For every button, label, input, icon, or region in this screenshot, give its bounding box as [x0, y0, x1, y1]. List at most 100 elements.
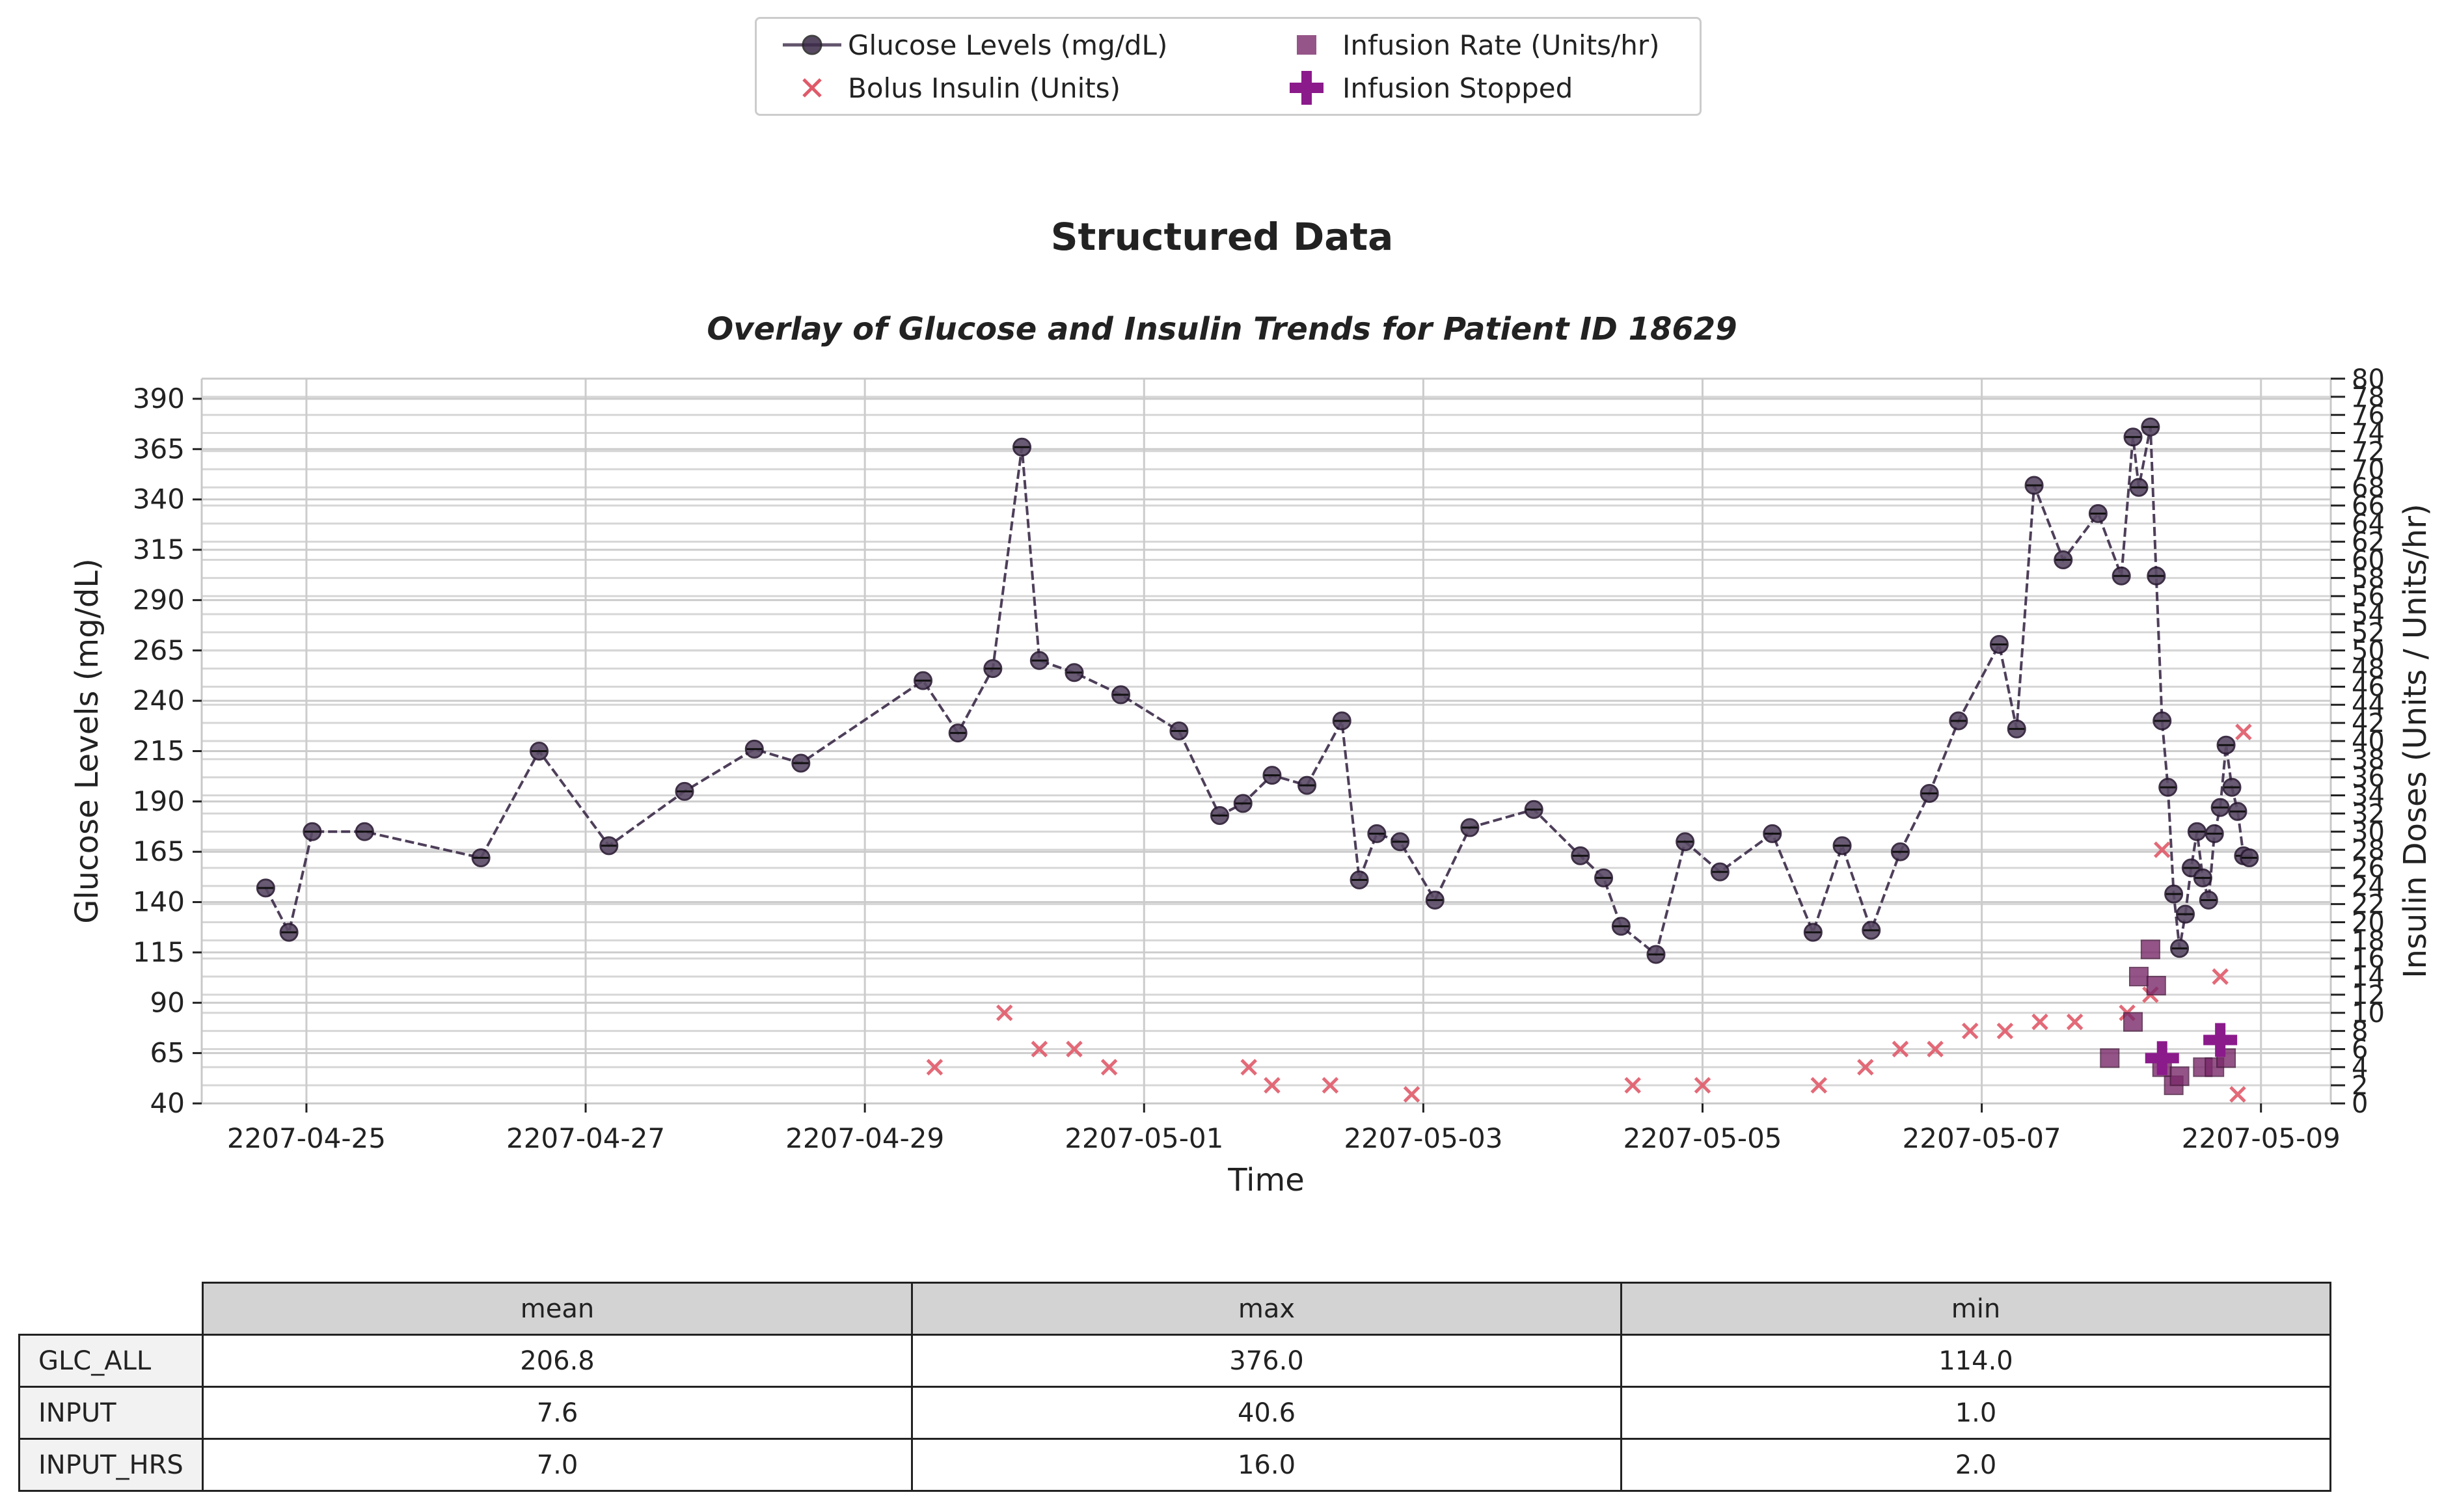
plus-marker-icon	[1271, 68, 1342, 107]
y2-tick-label: 14	[2352, 962, 2385, 992]
infusion-rate-point	[2128, 967, 2149, 987]
legend-label: Bolus Insulin (Units)	[848, 72, 1120, 104]
y2-tick-label: 50	[2352, 636, 2385, 666]
y2-tick-label: 32	[2352, 799, 2385, 829]
legend-item-infusion-stopped: Infusion Stopped	[1271, 68, 1573, 107]
y2-tick-label: 66	[2352, 491, 2385, 521]
x-tick-label: 2207-04-29	[785, 1122, 944, 1154]
series-layer	[256, 417, 2259, 1103]
bolus-point	[1892, 1040, 1909, 1058]
line-circle-icon	[776, 25, 848, 64]
y2-tick-label: 76	[2352, 401, 2385, 431]
y-tick-label: 265	[133, 634, 185, 666]
y2-tick-label: 46	[2352, 672, 2385, 702]
bolus-point	[1927, 1040, 1944, 1058]
x-tick-label: 2207-04-27	[506, 1122, 665, 1154]
column-header: max	[911, 1282, 1622, 1336]
table-cell: 114.0	[1620, 1334, 2331, 1388]
chart-plot: 4065901151401651902152402652903153403653…	[69, 364, 2434, 1198]
bolus-point	[1810, 1077, 1828, 1094]
y2-tick-label: 12	[2352, 980, 2385, 1010]
y2-tick-label: 24	[2352, 872, 2385, 902]
y2-tick-label: 48	[2352, 655, 2385, 684]
bolus-point	[1066, 1040, 1083, 1058]
chart-title: Overlay of Glucose and Insulin Trends fo…	[707, 311, 1737, 347]
row-label: INPUT	[18, 1386, 204, 1440]
infusion-rate-point	[2100, 1048, 2120, 1068]
y-tick-label: 165	[133, 835, 185, 867]
bolus-point	[2235, 723, 2252, 740]
y2-tick-label: 30	[2352, 817, 2385, 847]
x-tick-label: 2207-05-03	[1344, 1122, 1502, 1154]
y-tick-label: 115	[133, 936, 185, 968]
chart-legend: Glucose Levels (mg/dL) Infusion Rate (Un…	[755, 17, 1702, 116]
stats-table: mean max min GLC_ALL 206.8 376.0 114.0 I…	[18, 1282, 2331, 1492]
y-tick-label: 40	[150, 1087, 185, 1119]
table-row: GLC_ALL 206.8 376.0 114.0	[18, 1334, 2331, 1388]
bolus-point	[1322, 1077, 1339, 1094]
y2-tick-label: 72	[2352, 437, 2385, 466]
infusion-stopped-point	[2145, 1041, 2179, 1075]
y2-tick-label: 34	[2352, 781, 2385, 811]
y-tick-label: 190	[133, 785, 185, 817]
infusion-rate-point	[2169, 1066, 2190, 1087]
y2-tick-label: 64	[2352, 509, 2385, 539]
column-header: mean	[202, 1282, 913, 1336]
bolus-point	[2153, 841, 2171, 858]
y2-tick-label: 74	[2352, 419, 2385, 449]
legend-label: Infusion Stopped	[1342, 72, 1573, 104]
y2-tick-label: 16	[2352, 944, 2385, 974]
y2-tick-label: 22	[2352, 890, 2385, 920]
table-header-row: mean max min	[20, 1282, 2331, 1336]
bolus-point	[1857, 1059, 1874, 1076]
y-tick-label: 365	[133, 433, 185, 465]
y2-tick-label: 28	[2352, 835, 2385, 865]
table-cell: 2.0	[1620, 1438, 2331, 1492]
table-cell: 206.8	[202, 1334, 913, 1388]
bolus-point	[1694, 1077, 1711, 1094]
bolus-point	[1403, 1086, 1420, 1103]
row-label: GLC_ALL	[18, 1334, 204, 1388]
table-cell: 7.0	[202, 1438, 913, 1492]
bolus-point	[1240, 1059, 1257, 1076]
y2-tick-label: 54	[2352, 600, 2385, 630]
legend-label: Glucose Levels (mg/dL)	[848, 29, 1168, 61]
y2-tick-label: 38	[2352, 745, 2385, 775]
y2-tick-label: 40	[2352, 727, 2385, 757]
y-tick-label: 290	[133, 584, 185, 615]
bolus-point	[2031, 1013, 2048, 1031]
figure-suptitle: Structured Data	[1050, 215, 1394, 259]
y2-tick-label: 62	[2352, 528, 2385, 558]
y2-tick-label: 10	[2352, 999, 2385, 1029]
y2-tick-label: 20	[2352, 908, 2385, 938]
bolus-point	[1264, 1077, 1281, 1094]
y-tick-label: 215	[133, 735, 185, 766]
legend-label: Infusion Rate (Units/hr)	[1342, 29, 1660, 61]
infusion-rate-point	[2146, 975, 2166, 995]
bolus-point	[1961, 1022, 1979, 1040]
table-cell: 40.6	[911, 1386, 1622, 1440]
y-tick-label: 390	[133, 383, 185, 414]
y2-tick-label: 52	[2352, 618, 2385, 648]
x-axis-label: Time	[1227, 1162, 1304, 1198]
bolus-point	[2066, 1013, 2084, 1031]
infusion-rate-point	[2140, 939, 2160, 960]
table-corner	[20, 1283, 203, 1335]
y-tick-label: 140	[133, 886, 185, 918]
bolus-point	[1624, 1077, 1641, 1094]
legend-item-infusion-rate: Infusion Rate (Units/hr)	[1271, 25, 1659, 64]
y2-tick-label: 8	[2352, 1017, 2368, 1047]
y2-tick-label: 56	[2352, 582, 2385, 612]
bolus-point	[1100, 1059, 1118, 1076]
bolus-point	[996, 1004, 1013, 1021]
y2-tick-label: 42	[2352, 709, 2385, 738]
y2-tick-label: 36	[2352, 763, 2385, 793]
axes: 4065901151401651902152402652903153403653…	[69, 364, 2434, 1198]
y2-tick-label: 44	[2352, 690, 2385, 720]
column-header: min	[1620, 1282, 2331, 1336]
y-tick-label: 240	[133, 684, 185, 716]
y2-tick-label: 60	[2352, 546, 2385, 576]
bolus-point	[2212, 968, 2229, 985]
bolus-point	[926, 1059, 944, 1076]
table-row: INPUT 7.6 40.6 1.0	[18, 1386, 2331, 1440]
